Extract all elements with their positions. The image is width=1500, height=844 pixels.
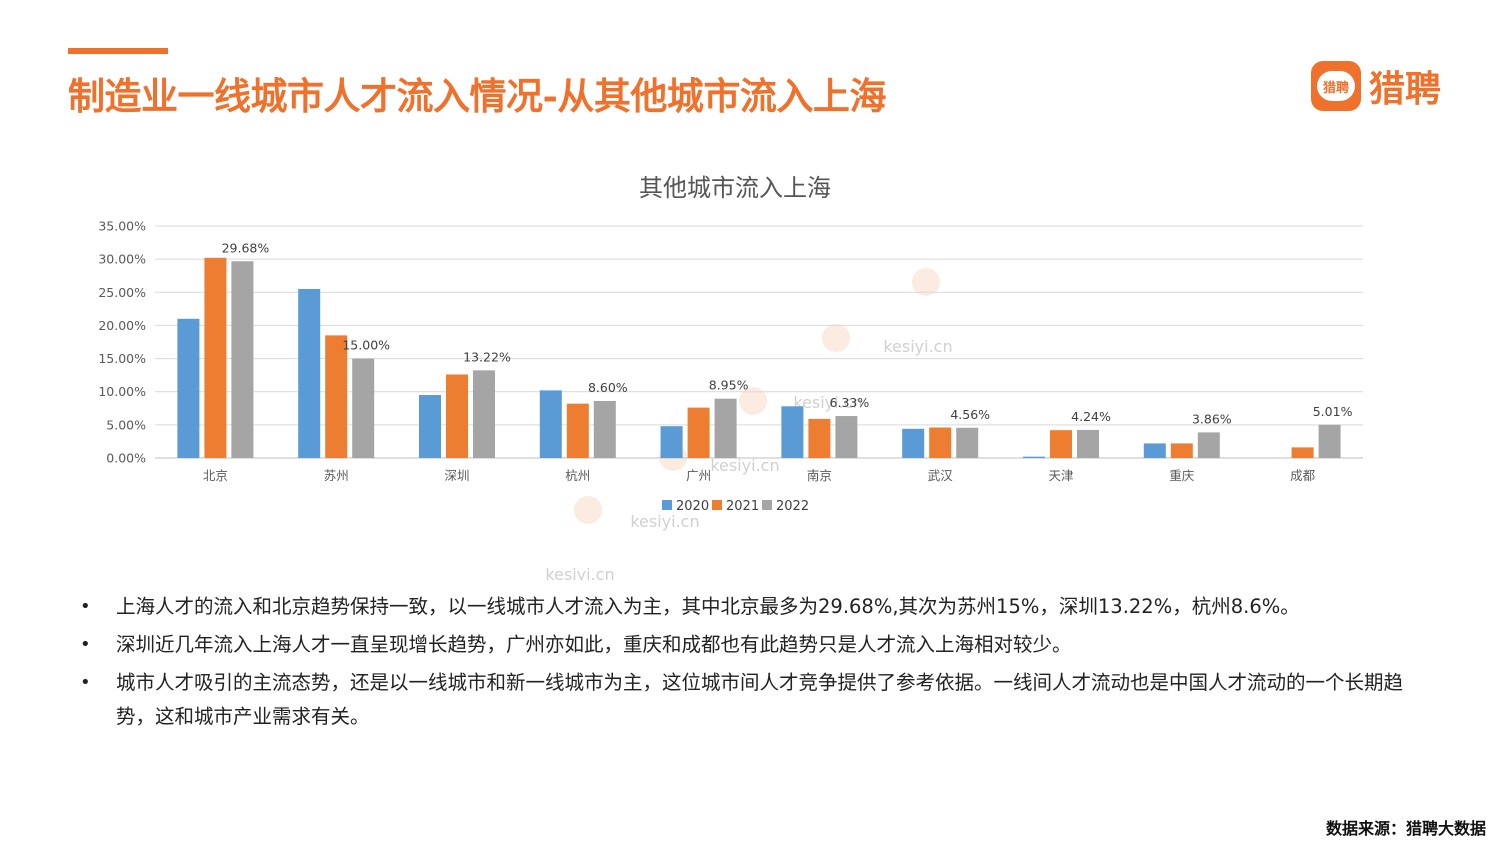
y-tick-label: 25.00% [98,285,146,300]
bar-2021 [325,335,348,458]
x-tick-label: 苏州 [324,468,349,483]
bar-2021 [1291,447,1314,458]
bar-2022 [593,400,616,458]
watermark-text: kesiyi.cn [710,456,779,475]
data-label: 13.22% [463,349,511,364]
y-tick-label: 20.00% [98,318,146,333]
bar-2021 [446,374,468,458]
y-tick-label: 30.00% [98,252,146,267]
bar-2022 [956,427,979,458]
x-tick-label: 杭州 [565,468,590,483]
page-title: 制造业一线城市人才流入情况-从其他城市流入上海 [68,74,886,118]
bar-2022 [1318,424,1341,458]
bar-2020 [1023,456,1045,458]
logo-text: 猎聘 [1369,69,1442,110]
bar-2022 [1077,429,1099,458]
watermark-text: kesiyi.cn [793,393,862,412]
liepin-logo: 猎聘 猎聘 [1311,60,1441,112]
bar-2021 [566,403,589,458]
data-label: 4.24% [1071,409,1111,424]
legend-label: 2022 [776,499,809,514]
bar-2021 [929,427,952,458]
bar-2021 [687,407,710,458]
data-label: 5.01% [1313,404,1353,419]
bullet-text: 深圳近几年流入上海人才一直呈现增长趋势，广州亦如此，重庆和成都也有此趋势只是人才… [116,633,1072,656]
logo-badge-text: 猎聘 [1317,71,1355,101]
bar-2021 [204,257,227,458]
bullet-text: 城市人才吸引的主流态势，还是以一线城市和新一线城市为主，这位城市间人才竞争提供了… [116,671,1404,728]
y-tick-label: 35.00% [98,219,146,234]
bar-2022 [231,261,254,458]
bar-2020 [781,406,804,458]
bullet-marker: • [80,596,91,617]
y-tick-label: 15.00% [98,351,146,366]
legend-label: 2021 [726,499,759,514]
bullet-item-1: • 上海人才的流入和北京趋势保持一致，以一线城市人才流入为主，其中北京最多为29… [80,590,1420,624]
bar-2022 [1197,432,1220,458]
bar-2021 [808,418,831,458]
bar-2022 [352,358,375,458]
x-tick-label: 南京 [807,468,832,483]
data-label: 4.56% [950,407,990,422]
bar-2020 [660,426,683,458]
legend-label: 2020 [676,499,709,514]
bullet-item-2: • 深圳近几年流入上海人才一直呈现增长趋势，广州亦如此，重庆和成都也有此趋势只是… [80,628,1420,662]
x-tick-label: 武汉 [928,468,954,483]
watermark-figure-icon [822,324,850,352]
data-label: 6.33% [830,395,870,410]
bar-2020 [419,395,441,458]
x-tick-label: 重庆 [1169,468,1195,483]
data-source: 数据来源：猎聘大数据 [1325,819,1486,838]
bar-2020 [539,390,562,458]
x-tick-label: 成都 [1290,468,1316,483]
legend-swatch [712,500,722,510]
y-tick-label: 0.00% [106,451,146,466]
bar-chart: 其他城市流入上海 kesiyi.cn kesiyi.cn kesiyi.cn kesiy… [98,174,1363,580]
watermark-figure-icon [912,268,940,296]
bullet-marker: • [80,672,91,693]
x-tick-label: 天津 [1048,468,1073,483]
chart-title: 其他城市流入上海 [639,174,831,202]
bullet-text: 上海人才的流入和北京趋势保持一致，以一线城市人才流入为主，其中北京最多为29.6… [116,595,1300,618]
logo-badge-icon: 猎聘 [1311,61,1361,111]
x-tick-label: 深圳 [444,468,469,483]
legend-swatch [662,500,672,510]
bar-2022 [835,416,858,458]
y-tick-label: 5.00% [106,417,146,432]
bar-2021 [1050,430,1072,458]
bar-2020 [298,288,321,458]
watermark-figure-icon [739,387,767,415]
watermark-text: kesiyi.cn [545,565,614,580]
data-label: 29.68% [222,240,270,255]
bar-2022 [473,370,495,458]
data-label: 15.00% [342,338,390,353]
bar-2022 [714,398,737,458]
watermark-figure-icon [574,496,602,524]
legend-swatch [762,500,772,510]
bullet-list: • 上海人才的流入和北京趋势保持一致，以一线城市人才流入为主，其中北京最多为29… [80,590,1420,738]
x-tick-label: 北京 [203,468,228,483]
bar-2021 [1170,443,1193,458]
x-tick-label: 广州 [686,468,711,483]
data-label: 8.95% [709,378,749,393]
bullet-item-3: • 城市人才吸引的主流态势，还是以一线城市和新一线城市为主，这位城市间人才竞争提… [80,666,1420,734]
data-label: 3.86% [1192,411,1232,426]
bullet-marker: • [80,634,91,655]
bar-2020 [177,318,200,458]
bar-2020 [1143,443,1166,458]
watermark-text: kesiyi.cn [630,512,699,531]
data-label: 8.60% [588,380,628,395]
watermark-text: kesiyi.cn [883,337,952,356]
bar-2020 [902,428,925,458]
title-accent-bar [68,48,168,54]
y-tick-label: 10.00% [98,384,146,399]
